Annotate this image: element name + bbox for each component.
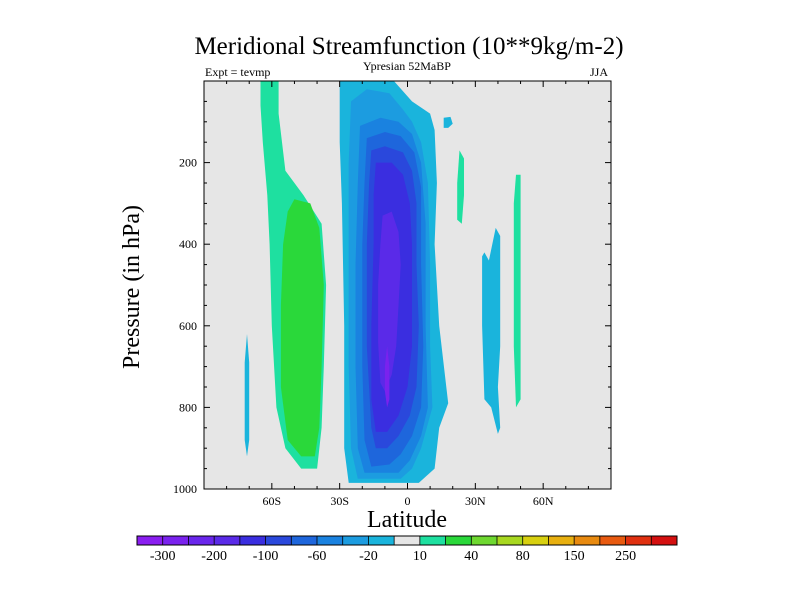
- colorbar-swatch: [188, 536, 215, 545]
- contour-nh-sliver-1: [457, 150, 464, 224]
- contour-sh-highlat-sliver: [244, 334, 250, 457]
- colorbar-swatch: [137, 536, 164, 545]
- plot-area: 60S 30S 0 30N 60N 200 400 600 800 1000: [173, 80, 612, 508]
- colorbar-swatch: [574, 536, 601, 545]
- contour-hadley-neg-250: [378, 211, 401, 392]
- colorbar-swatch: [599, 536, 626, 545]
- contour-nh-cell-neg: [482, 227, 501, 434]
- colorbar-label: -60: [308, 549, 327, 564]
- colorbar-swatch: [497, 536, 524, 545]
- colorbar-swatch: [522, 536, 549, 545]
- y-tick-label: 200: [179, 156, 197, 170]
- colorbar-label: -200: [201, 549, 227, 564]
- x-tick-label: 60N: [533, 494, 554, 508]
- colorbar-label: -100: [253, 549, 279, 564]
- left-label: Expt = tevmp: [205, 65, 270, 79]
- colorbar-swatch: [342, 536, 369, 545]
- x-axis-ticks: 60S 30S 0 30N 60N: [203, 81, 612, 508]
- colorbar-label: -300: [150, 549, 176, 564]
- colorbar-label: 250: [615, 549, 636, 564]
- colorbar-swatch: [651, 536, 678, 545]
- contour-hadley-neg-300: [384, 346, 390, 408]
- contour-sh-cell-inner: [280, 199, 324, 457]
- y-axis-label: Pressure (in hPa): [119, 205, 145, 369]
- x-axis-label: Latitude: [367, 507, 447, 533]
- x-tick-label: 30S: [330, 494, 349, 508]
- colorbar-label: 80: [516, 549, 530, 564]
- colorbar-swatch: [162, 536, 189, 545]
- y-tick-label: 800: [179, 400, 197, 414]
- y-tick-label: 400: [179, 237, 197, 251]
- colorbar-swatch: [291, 536, 318, 545]
- colorbar-swatch: [625, 536, 652, 545]
- colorbar-swatch: [471, 536, 498, 545]
- x-tick-label: 0: [405, 494, 411, 508]
- colorbar-swatch: [265, 536, 292, 545]
- y-axis-ticks: 200 400 600 800 1000: [173, 80, 611, 496]
- colorbar-frame: [136, 535, 678, 546]
- y-tick-label: 600: [179, 319, 197, 333]
- colorbar-swatch: [419, 536, 446, 545]
- colorbar-label: 10: [413, 549, 427, 564]
- colorbar-swatch: [239, 536, 266, 545]
- colorbar-swatch: [445, 536, 472, 545]
- colorbar-swatch: [394, 536, 421, 545]
- x-tick-label: 60S: [262, 494, 281, 508]
- colorbar-swatch: [214, 536, 241, 545]
- center-label: Ypresian 52MaBP: [363, 59, 451, 73]
- colorbar-label: 150: [564, 549, 585, 564]
- right-label: JJA: [590, 65, 608, 79]
- colorbar-swatch: [368, 536, 395, 545]
- y-tick-label: 1000: [173, 482, 197, 496]
- x-tick-label: 30N: [465, 494, 486, 508]
- colorbar-swatch: [548, 536, 575, 545]
- colorbar: -300 -200 -100 -60 -20 10 40 80 150 250: [136, 535, 678, 564]
- contour-upper-blob: [443, 116, 453, 128]
- contour-nh-sliver-2: [513, 174, 521, 408]
- colorbar-label: 40: [464, 549, 478, 564]
- colorbar-label: -20: [359, 549, 378, 564]
- colorbar-swatch: [317, 536, 344, 545]
- chart-title: Meridional Streamfunction (10**9kg/m-2): [194, 33, 623, 60]
- contour-fills: [244, 81, 521, 483]
